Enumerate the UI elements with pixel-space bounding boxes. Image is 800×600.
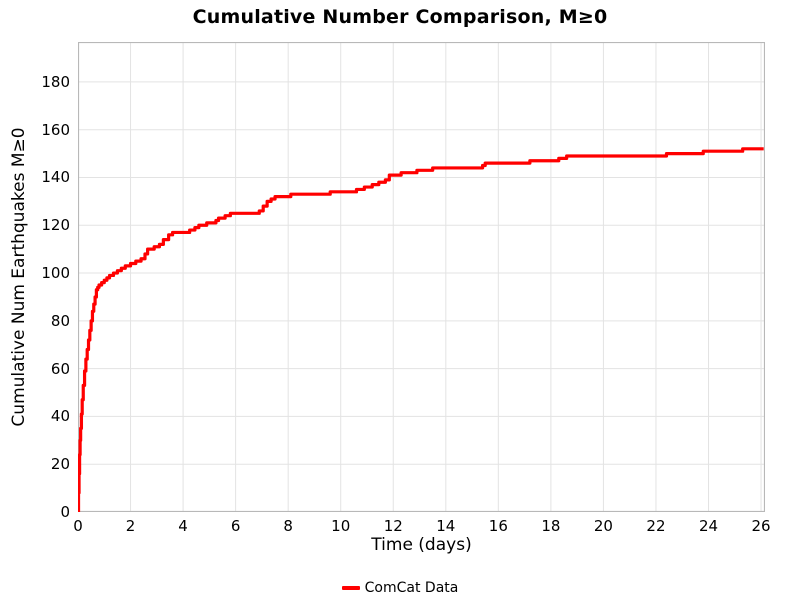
y-tick-label: 160	[41, 120, 70, 139]
x-tick-label: 10	[331, 517, 351, 535]
y-tick-label: 20	[50, 455, 70, 474]
x-tick-label: 22	[646, 517, 666, 535]
x-tick-label: 26	[751, 517, 771, 535]
x-tick-label: 20	[593, 517, 613, 535]
plot-area	[78, 42, 765, 512]
x-axis-label: Time (days)	[371, 535, 472, 555]
y-tick-label: 120	[41, 216, 70, 235]
x-tick-label: 8	[283, 517, 293, 535]
plot-border	[78, 42, 765, 512]
legend-label: ComCat Data	[364, 580, 459, 596]
legend-line-swatch	[341, 586, 360, 590]
x-tick-label: 0	[73, 517, 83, 535]
x-tick-label: 14	[436, 517, 456, 535]
y-tick-label: 40	[50, 407, 70, 426]
chart-title: Cumulative Number Comparison, M≥0	[192, 6, 608, 28]
y-axis-label: Cumulative Num Earthquakes M≥0	[9, 127, 29, 427]
y-tick-label: 140	[41, 168, 70, 187]
x-tick-label: 4	[178, 517, 188, 535]
x-tick-label: 16	[488, 517, 508, 535]
legend: ComCat Data	[0, 580, 800, 596]
y-tick-label: 60	[50, 359, 70, 378]
y-tick-label: 180	[41, 72, 70, 91]
y-tick-label: 80	[50, 311, 70, 330]
x-tick-label: 12	[383, 517, 403, 535]
y-tick-label: 100	[41, 264, 70, 283]
x-tick-label: 18	[541, 517, 561, 535]
y-tick-label: 0	[60, 503, 70, 521]
x-tick-label: 24	[698, 517, 719, 535]
x-tick-label: 2	[125, 517, 136, 535]
x-tick-label: 6	[230, 517, 241, 535]
series-line-comcat-data	[78, 147, 764, 512]
